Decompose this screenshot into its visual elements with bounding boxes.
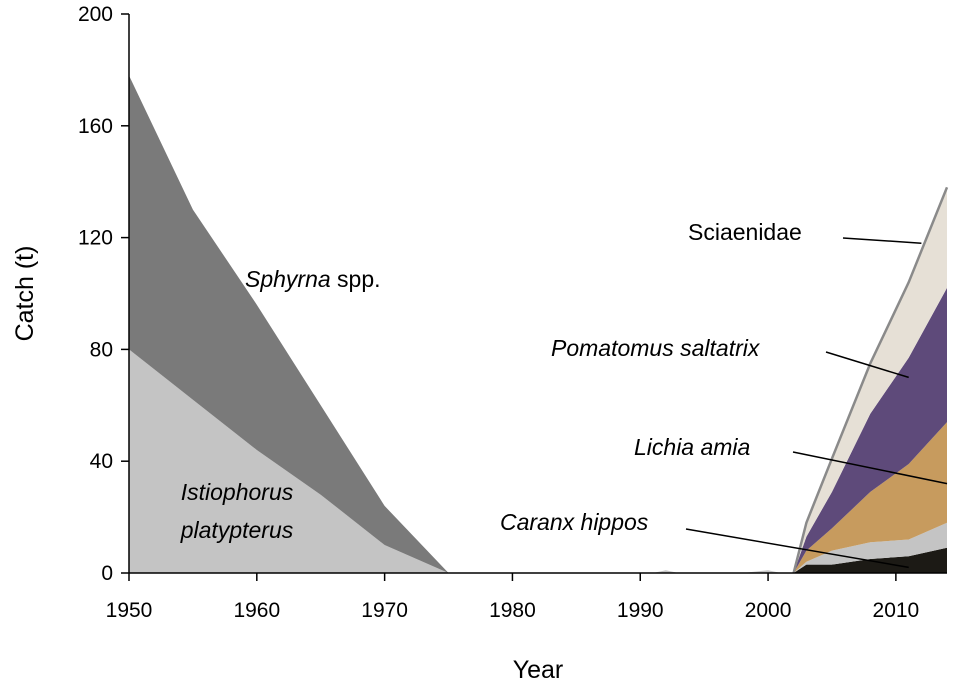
y-tick-label-120: 120 [78,227,113,250]
x-tick-label-1980: 1980 [489,599,536,622]
total-outline-group [792,186,949,574]
area-series-0 [129,349,947,573]
x-axis-title: Year [513,656,564,684]
y-tick-label-80: 80 [90,338,113,361]
area-series-1 [129,75,947,573]
y-tick-label-0: 0 [101,562,113,585]
annotation-sphyrna: Sphyrna spp. [245,266,381,292]
x-tick-label-1960: 1960 [233,599,280,622]
x-tick-label-1990: 1990 [617,599,664,622]
area-series-4 [129,75,947,573]
axes-group: 0 40 80 120 160 200 1950 1960 1970 1980 1990 2000 20… [11,3,947,684]
annotation-pomatomus: Pomatomus saltatrix [551,335,761,361]
annotation-sciaenidae: Sciaenidae [688,219,802,245]
x-tick-label-2010: 2010 [873,599,920,622]
y-tick-label-200: 200 [78,3,113,26]
y-tick-label-160: 160 [78,115,113,138]
annotations-group: Sphyrna spp. Istiophorus platypterus Sci… [180,219,802,543]
annotation-lichia: Lichia amia [634,434,750,460]
leader-line-4 [792,451,948,485]
x-tick-label-1950: 1950 [106,599,153,622]
leader-lines-group [685,237,948,569]
annotation-caranx: Caranx hippos [500,509,649,535]
x-tick-label-2000: 2000 [745,599,792,622]
total-outline [792,186,949,574]
y-axis-title: Catch (t) [11,246,39,342]
y-tick-label-40: 40 [90,450,113,473]
annotation-istiophorus-line1: Istiophorus [181,479,294,505]
leader-line-2 [842,237,922,244]
x-tick-label-1970: 1970 [361,599,408,622]
area-series-group [129,75,947,573]
leader-line-3 [825,351,909,379]
leader-line-5 [685,528,909,569]
annotation-istiophorus-line2: platypterus [180,517,294,543]
